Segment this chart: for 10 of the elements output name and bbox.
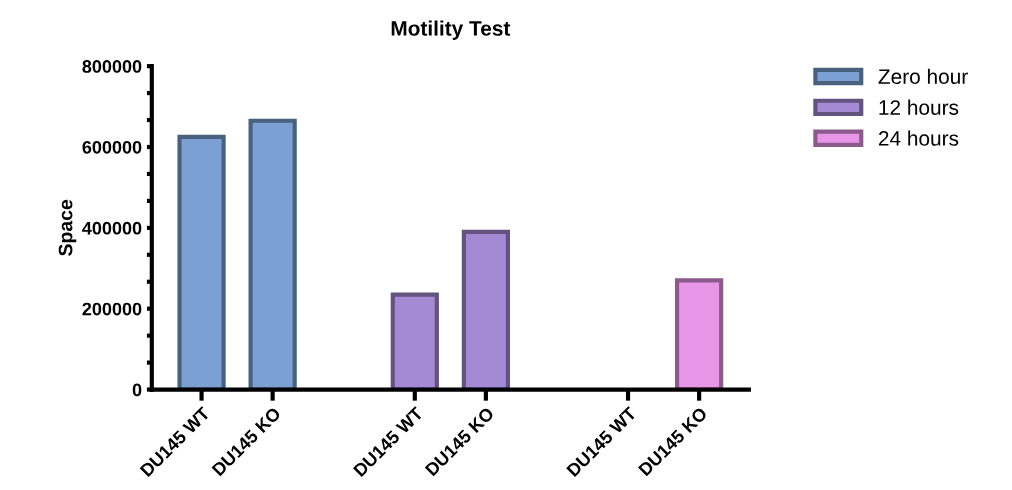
- legend-label: 12 hours: [879, 99, 959, 115]
- y-axis-title: Space: [58, 199, 77, 256]
- y-tick-label: 600000: [82, 140, 142, 154]
- legend-label: Zero hour: [878, 68, 968, 85]
- chart-title: Motility Test: [391, 20, 511, 40]
- legend-label: 24 hours: [878, 130, 959, 146]
- y-tick-label: 200000: [82, 302, 142, 316]
- y-tick-label: 800000: [82, 60, 142, 73]
- y-tick-label: 400000: [82, 221, 142, 235]
- y-tick-label: 0: [132, 383, 142, 397]
